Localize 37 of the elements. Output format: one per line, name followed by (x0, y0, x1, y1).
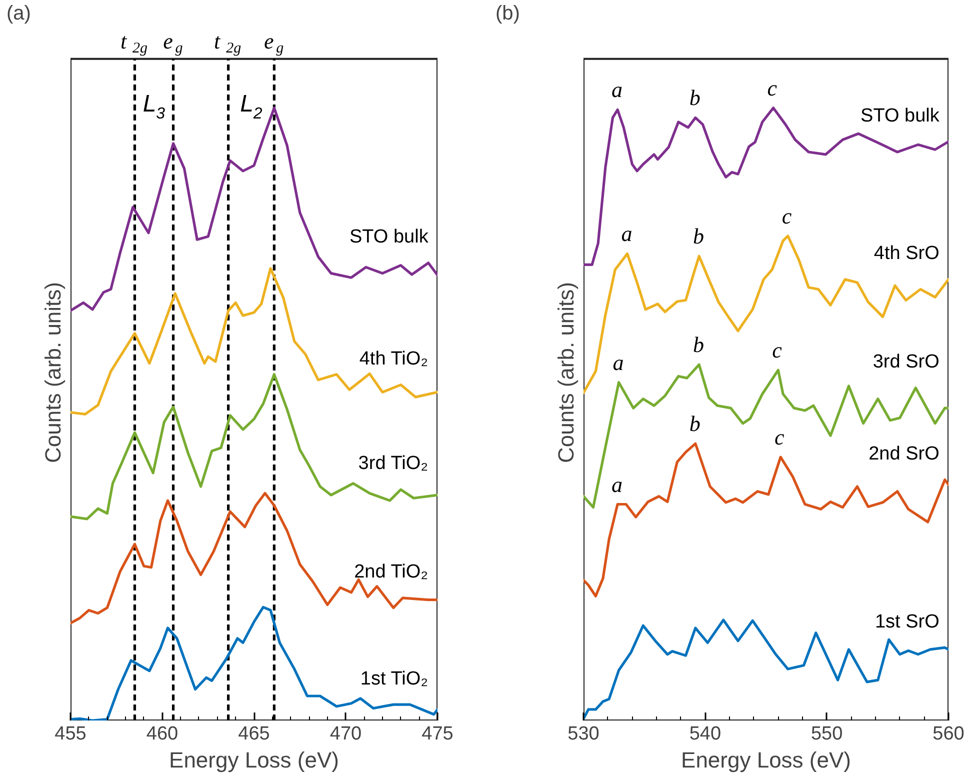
x-axis-title: Energy Loss (eV) (169, 748, 339, 772)
x-tick-label: 460 (146, 724, 178, 744)
series-label: 4th SrO (874, 243, 940, 264)
annotation: c (767, 75, 778, 100)
chart-title: (a) (6, 2, 31, 24)
annotation: b (689, 411, 700, 436)
annotation: c (772, 338, 782, 363)
x-tick-label: 550 (810, 724, 843, 744)
x-tick-label: 470 (330, 724, 362, 744)
series-label: 3rd SrO (872, 352, 940, 373)
series-label: 1st TiO₂ (360, 668, 428, 690)
x-tick-label: 530 (568, 724, 600, 744)
series-label: STO bulk (860, 105, 940, 126)
chart-title: (b) (496, 2, 520, 24)
series-label: 2nd SrO (868, 443, 940, 464)
annotation: c (782, 203, 792, 228)
x-tick-label: 540 (689, 724, 722, 744)
x-tick-label: 475 (422, 724, 454, 744)
series-label: 2nd TiO₂ (354, 562, 428, 583)
annotation: b (689, 85, 700, 110)
series-label: 4th TiO₂ (359, 348, 428, 370)
annotation: b (693, 224, 704, 249)
annotation: a (621, 221, 632, 246)
y-axis-title: Counts (arb. units) (40, 282, 66, 463)
x-axis-title: Energy Loss (eV) (681, 748, 851, 772)
x-tick-label: 560 (932, 724, 964, 744)
annotation: a (612, 472, 623, 497)
annotation: b (693, 332, 704, 358)
series-label: 1st SrO (874, 611, 940, 632)
x-tick-label: 465 (238, 724, 270, 744)
annotation: a (612, 77, 623, 102)
series-label: STO bulk (349, 226, 429, 248)
x-tick-label: 455 (54, 724, 86, 744)
y-axis-title: Counts (arb. units) (554, 282, 578, 463)
annotation: c (774, 424, 785, 450)
series-label: 3rd TiO₂ (358, 453, 428, 474)
annotation: a (612, 350, 624, 375)
